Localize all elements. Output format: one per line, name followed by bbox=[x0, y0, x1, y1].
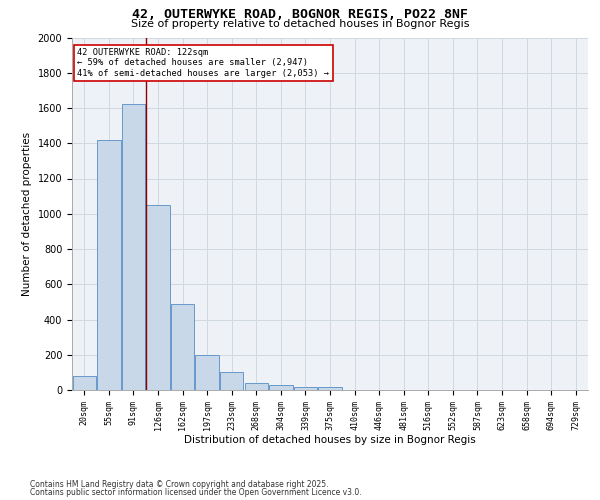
Bar bbox=[245, 384, 268, 390]
Text: Size of property relative to detached houses in Bognor Regis: Size of property relative to detached ho… bbox=[131, 19, 469, 29]
Bar bbox=[319, 387, 341, 390]
Bar bbox=[73, 376, 96, 390]
Bar bbox=[171, 304, 194, 390]
Bar bbox=[97, 140, 121, 390]
Text: 42, OUTERWYKE ROAD, BOGNOR REGIS, PO22 8NF: 42, OUTERWYKE ROAD, BOGNOR REGIS, PO22 8… bbox=[132, 8, 468, 20]
X-axis label: Distribution of detached houses by size in Bognor Regis: Distribution of detached houses by size … bbox=[184, 436, 476, 446]
Bar bbox=[220, 372, 244, 390]
Bar bbox=[146, 205, 170, 390]
Bar bbox=[294, 387, 317, 390]
Bar bbox=[122, 104, 145, 390]
Text: Contains public sector information licensed under the Open Government Licence v3: Contains public sector information licen… bbox=[30, 488, 362, 497]
Bar bbox=[269, 385, 293, 390]
Text: 42 OUTERWYKE ROAD: 122sqm
← 59% of detached houses are smaller (2,947)
41% of se: 42 OUTERWYKE ROAD: 122sqm ← 59% of detac… bbox=[77, 48, 329, 78]
Text: Contains HM Land Registry data © Crown copyright and database right 2025.: Contains HM Land Registry data © Crown c… bbox=[30, 480, 329, 489]
Bar bbox=[196, 355, 219, 390]
Y-axis label: Number of detached properties: Number of detached properties bbox=[22, 132, 32, 296]
